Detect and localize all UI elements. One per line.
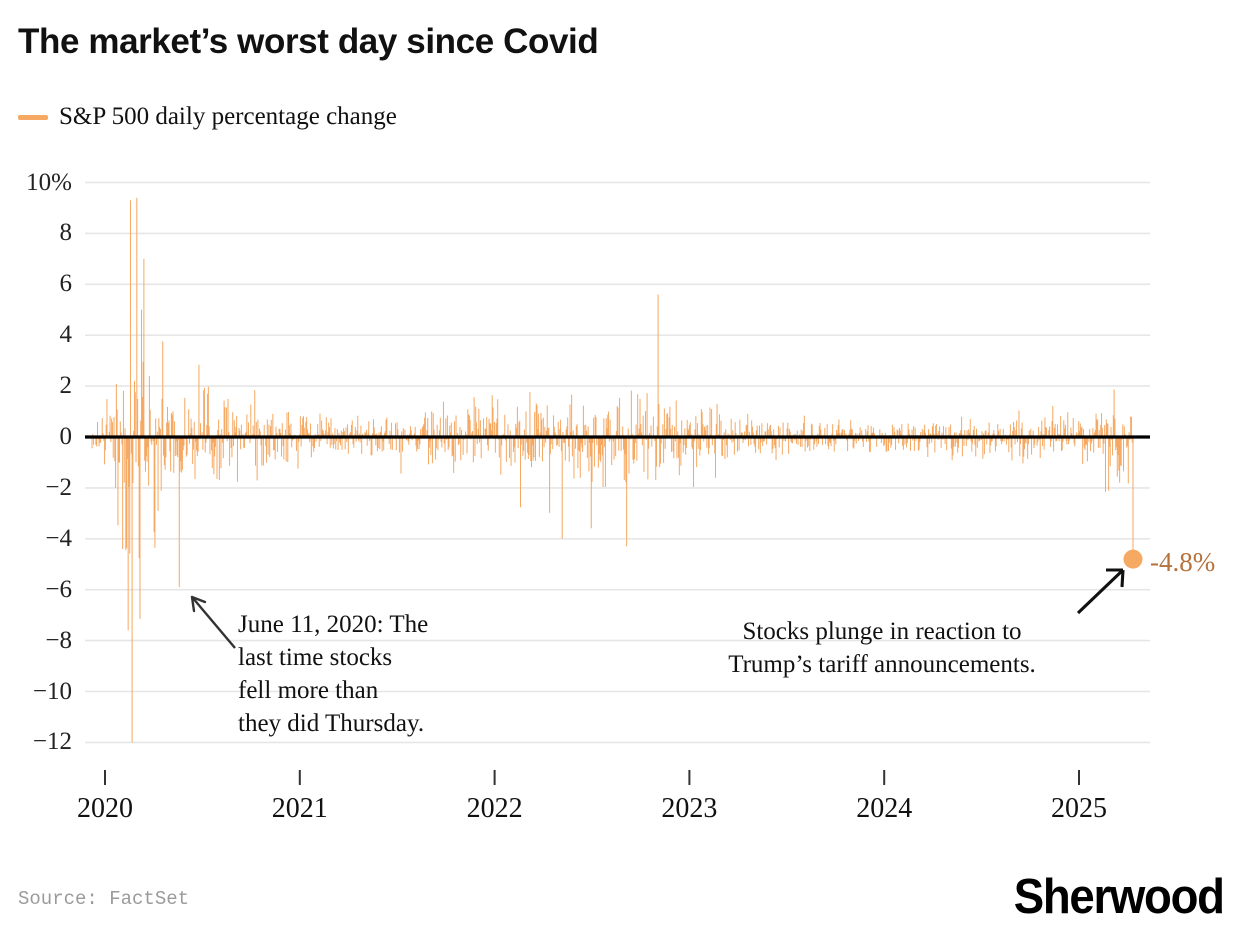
arrow-tariff-head <box>1106 568 1125 588</box>
y-axis-tick-label: −4 <box>45 524 72 552</box>
annotation-tariff: Stocks plunge in reaction to Trump’s tar… <box>728 618 1036 678</box>
page-title: The market’s worst day since Covid <box>18 22 599 61</box>
chart-legend: S&P 500 daily percentage change <box>18 103 397 131</box>
y-axis-tick-label: 10% <box>26 168 72 196</box>
y-axis-tick-label: −8 <box>45 626 72 654</box>
legend-label-sp500: S&P 500 daily percentage change <box>59 103 397 130</box>
y-axis-tick-label: −2 <box>45 473 72 501</box>
x-axis-tick-label: 2020 <box>77 793 133 824</box>
endpoint-value-label: -4.8% <box>1150 547 1216 577</box>
y-axis-tick-label: 2 <box>59 372 73 400</box>
y-axis-tick-label: −6 <box>45 575 72 603</box>
x-axis-ticks <box>104 770 1080 785</box>
y-axis-tick-label: 0 <box>59 423 73 450</box>
x-axis-tick-label: 2024 <box>856 793 913 824</box>
x-axis-tick-label: 2022 <box>466 793 523 824</box>
x-axis-tick-label: 2021 <box>271 793 328 824</box>
arrow-covid <box>191 596 236 649</box>
annotation-arrows <box>190 568 1125 649</box>
x-axis-tick-label: 2025 <box>1051 793 1107 824</box>
endpoint-dot <box>1123 549 1143 569</box>
y-axis-tick-label: 4 <box>59 321 73 349</box>
brand-logo: Sherwood <box>1014 870 1225 924</box>
x-axis-tick-label: 2023 <box>661 793 718 824</box>
legend-swatch-sp500 <box>18 114 48 120</box>
annotation-covid: June 11, 2020: The last time stocks fell… <box>238 611 429 737</box>
arrow-covid-head <box>190 595 207 613</box>
endpoint-marker <box>1123 549 1143 569</box>
y-axis-tick-label: −10 <box>32 677 72 705</box>
y-axis-tick-label: −12 <box>32 728 72 756</box>
y-axis-tick-label: 8 <box>59 219 73 247</box>
y-axis-tick-label: 6 <box>59 270 73 298</box>
chart-gridlines <box>85 181 1150 744</box>
arrow-tariff <box>1076 568 1125 615</box>
source-credit: Source: FactSet <box>18 888 190 910</box>
